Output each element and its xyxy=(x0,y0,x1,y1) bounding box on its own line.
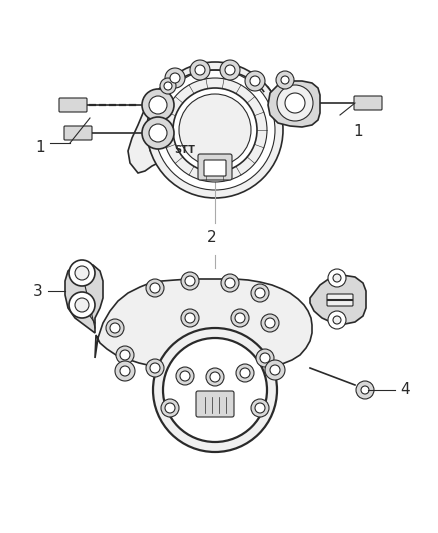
Circle shape xyxy=(255,403,265,413)
Text: 4: 4 xyxy=(400,383,410,398)
Circle shape xyxy=(106,319,124,337)
Circle shape xyxy=(150,283,160,293)
Circle shape xyxy=(142,117,174,149)
Circle shape xyxy=(195,65,205,75)
Text: 2: 2 xyxy=(207,230,217,246)
Circle shape xyxy=(75,298,89,312)
Circle shape xyxy=(285,93,305,113)
Circle shape xyxy=(155,70,275,190)
Circle shape xyxy=(153,328,277,452)
Circle shape xyxy=(231,309,249,327)
Circle shape xyxy=(256,349,274,367)
Circle shape xyxy=(265,360,285,380)
Circle shape xyxy=(149,96,167,114)
Circle shape xyxy=(147,62,283,198)
Circle shape xyxy=(149,124,167,142)
Circle shape xyxy=(251,399,269,417)
Circle shape xyxy=(328,311,346,329)
FancyBboxPatch shape xyxy=(64,126,92,140)
FancyBboxPatch shape xyxy=(59,98,87,112)
Circle shape xyxy=(221,274,239,292)
Circle shape xyxy=(190,60,210,80)
Circle shape xyxy=(333,316,341,324)
Circle shape xyxy=(116,346,134,364)
Text: 1: 1 xyxy=(35,141,45,156)
Circle shape xyxy=(333,274,341,282)
Circle shape xyxy=(180,371,190,381)
Circle shape xyxy=(220,60,240,80)
Circle shape xyxy=(110,323,120,333)
Circle shape xyxy=(185,313,195,323)
Circle shape xyxy=(146,359,164,377)
Circle shape xyxy=(356,381,374,399)
Circle shape xyxy=(165,403,175,413)
Text: 3: 3 xyxy=(33,284,43,298)
Circle shape xyxy=(265,318,275,328)
Polygon shape xyxy=(268,81,320,127)
Circle shape xyxy=(170,73,180,83)
Circle shape xyxy=(165,68,185,88)
Circle shape xyxy=(115,361,135,381)
Circle shape xyxy=(142,89,174,121)
Circle shape xyxy=(276,71,294,89)
Circle shape xyxy=(69,260,95,286)
Circle shape xyxy=(163,78,267,182)
Polygon shape xyxy=(95,279,312,373)
Circle shape xyxy=(146,279,164,297)
Circle shape xyxy=(277,85,313,121)
Circle shape xyxy=(181,272,199,290)
Polygon shape xyxy=(128,70,280,173)
Circle shape xyxy=(150,363,160,373)
Circle shape xyxy=(260,353,270,363)
FancyBboxPatch shape xyxy=(327,294,353,306)
Circle shape xyxy=(210,372,220,382)
Circle shape xyxy=(164,82,172,90)
FancyBboxPatch shape xyxy=(354,96,382,110)
Circle shape xyxy=(235,313,245,323)
Circle shape xyxy=(69,292,95,318)
Circle shape xyxy=(245,71,265,91)
Circle shape xyxy=(361,386,369,394)
Circle shape xyxy=(161,399,179,417)
FancyBboxPatch shape xyxy=(198,154,232,180)
Circle shape xyxy=(173,88,257,172)
Circle shape xyxy=(328,269,346,287)
Circle shape xyxy=(160,78,176,94)
Circle shape xyxy=(163,338,267,442)
Polygon shape xyxy=(65,263,103,333)
FancyBboxPatch shape xyxy=(196,391,234,417)
Circle shape xyxy=(179,94,251,166)
Circle shape xyxy=(120,366,130,376)
Polygon shape xyxy=(310,275,366,324)
Circle shape xyxy=(240,368,250,378)
Circle shape xyxy=(236,364,254,382)
Circle shape xyxy=(270,365,280,375)
Circle shape xyxy=(255,288,265,298)
FancyBboxPatch shape xyxy=(204,160,226,176)
Text: 1: 1 xyxy=(353,124,363,139)
Circle shape xyxy=(251,284,269,302)
Circle shape xyxy=(185,276,195,286)
Circle shape xyxy=(250,76,260,86)
Circle shape xyxy=(181,309,199,327)
Circle shape xyxy=(225,65,235,75)
Polygon shape xyxy=(148,81,263,158)
Text: STT: STT xyxy=(175,145,195,155)
Circle shape xyxy=(206,368,224,386)
Circle shape xyxy=(120,350,130,360)
Circle shape xyxy=(281,76,289,84)
Circle shape xyxy=(261,314,279,332)
Circle shape xyxy=(176,367,194,385)
Circle shape xyxy=(225,278,235,288)
Circle shape xyxy=(75,266,89,280)
